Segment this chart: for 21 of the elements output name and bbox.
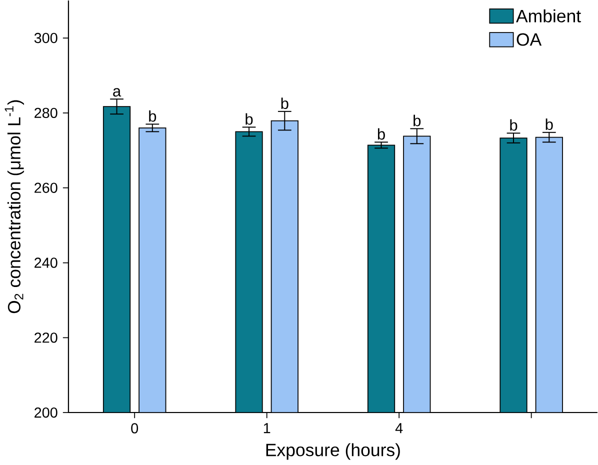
data-label: b <box>378 128 385 140</box>
legend-label: Ambient <box>516 10 581 23</box>
x-tick-label: 1 <box>264 423 270 434</box>
data-label: b <box>546 118 553 130</box>
y-axis-title: O$_{2}$ concentration (μmol L$^{-1}$) <box>4 100 24 314</box>
y-tick-label: 300 <box>34 33 58 44</box>
legend-label: OA <box>516 33 542 46</box>
data-label: b <box>281 98 288 110</box>
data-label: b <box>246 114 253 125</box>
data-label: a <box>113 88 122 97</box>
data-label: b <box>510 120 518 131</box>
y-tick-label: 220 <box>34 332 58 343</box>
data-label: b <box>149 110 156 122</box>
data-label: b <box>414 115 421 126</box>
x-tick-label: 4 <box>395 423 403 434</box>
x-tick-label: 0 <box>131 423 138 434</box>
y-tick-label: 200 <box>34 408 58 418</box>
y-tick-label: 280 <box>34 108 58 118</box>
y-tick-label: 260 <box>34 182 58 194</box>
y-tick-label: 240 <box>34 258 58 268</box>
x-axis-title: Exposure (hours) <box>266 443 400 460</box>
